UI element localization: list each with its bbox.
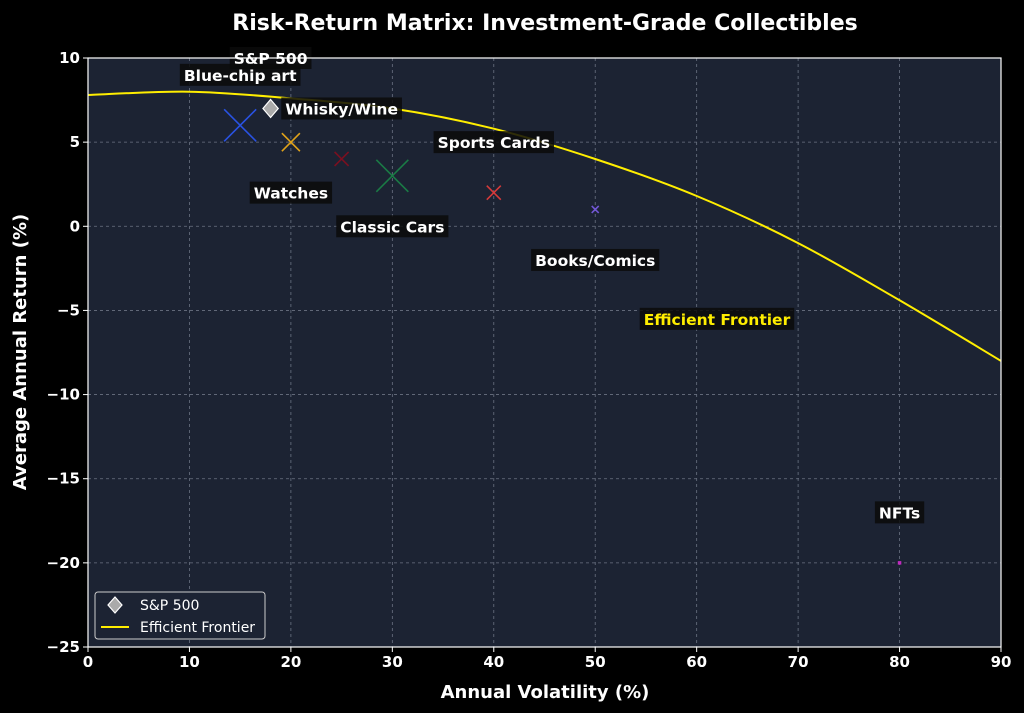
- legend-label: Efficient Frontier: [140, 620, 255, 636]
- annotation-box: [433, 131, 554, 154]
- annotation-text: NFTs: [879, 504, 920, 522]
- grid: [88, 58, 1001, 647]
- x-tick-label: 20: [280, 653, 301, 671]
- legend: S&P 500 Efficient Frontier: [94, 591, 266, 640]
- point-classic-cars: [375, 159, 409, 193]
- y-axis-label: Average Annual Return (%): [10, 214, 31, 491]
- points-layer: [223, 98, 902, 565]
- marker-stroke: [223, 108, 257, 142]
- y-tick-label: −20: [47, 554, 80, 572]
- annotation-efficient-frontier: Efficient Frontier: [639, 307, 795, 330]
- y-tick-label: 10: [59, 49, 80, 67]
- x-tick-label: 50: [585, 653, 606, 671]
- annotation-box: [336, 215, 449, 238]
- annotation-box: [281, 97, 402, 120]
- y-tick-label: −25: [47, 638, 80, 656]
- annotation-box: [874, 501, 925, 524]
- y-tick-label: 0: [70, 217, 80, 235]
- annotation-watches: Watches: [249, 181, 333, 204]
- annotation-text: Books/Comics: [535, 252, 655, 270]
- point-s-p-500: [262, 98, 280, 119]
- annotation-blue-chip-art: Blue-chip art: [179, 63, 301, 86]
- annotation-books-comics: Books/Comics: [531, 248, 660, 271]
- point-whisky-wine: [334, 151, 350, 167]
- y-tick-label: −15: [47, 470, 80, 488]
- x-tick-label: 60: [686, 653, 707, 671]
- x-axis-label: Annual Volatility (%): [441, 682, 650, 703]
- point-sports-cards: [486, 185, 502, 201]
- x-tick-label: 40: [483, 653, 504, 671]
- marker-stroke: [591, 205, 600, 214]
- legend-marker-diamond: [107, 596, 123, 614]
- annotation-text: Watches: [254, 185, 328, 203]
- y-tick-label: 5: [70, 133, 80, 151]
- x-tick-label: 10: [179, 653, 200, 671]
- point-books-comics: [591, 205, 600, 214]
- point-nfts: [897, 561, 902, 565]
- legend-box: [94, 591, 266, 640]
- annotation-text: Sports Cards: [438, 134, 550, 152]
- annotation-box: [249, 181, 333, 204]
- annotation-box: [179, 63, 301, 86]
- annotation-box: [531, 248, 660, 271]
- annotation-text: Efficient Frontier: [644, 311, 791, 329]
- y-tick-label: −10: [47, 386, 80, 404]
- x-tick-label: 80: [889, 653, 910, 671]
- plot-frame: [87, 57, 1002, 648]
- annotation-whisky-wine: Whisky/Wine: [281, 97, 402, 120]
- annotation-text: S&P 500: [234, 50, 308, 68]
- marker-stroke: [375, 159, 409, 193]
- point-blue-chip-art: [223, 108, 257, 142]
- annotation-text: Classic Cars: [340, 218, 444, 236]
- annotation-box: [639, 307, 795, 330]
- x-tick-label: 0: [83, 653, 93, 671]
- marker-stroke: [486, 185, 502, 201]
- annotation-text: Blue-chip art: [184, 67, 297, 85]
- marker-stroke: [281, 132, 301, 152]
- annotation-text: Whisky/Wine: [285, 100, 398, 118]
- x-tick-label: 30: [382, 653, 403, 671]
- plot-area: [88, 58, 1001, 647]
- x-tick-label: 90: [991, 653, 1012, 671]
- legend-label: S&P 500: [140, 598, 199, 614]
- annotation-nfts: NFTs: [874, 501, 925, 524]
- annotation-sports-cards: Sports Cards: [433, 131, 554, 154]
- x-tick-label: 70: [788, 653, 809, 671]
- y-tick-label: −5: [57, 301, 80, 319]
- marker-stroke: [334, 151, 350, 167]
- chart-title: Risk-Return Matrix: Investment-Grade Col…: [232, 11, 857, 36]
- annotation-classic-cars: Classic Cars: [336, 215, 449, 238]
- point-watches: [281, 132, 301, 152]
